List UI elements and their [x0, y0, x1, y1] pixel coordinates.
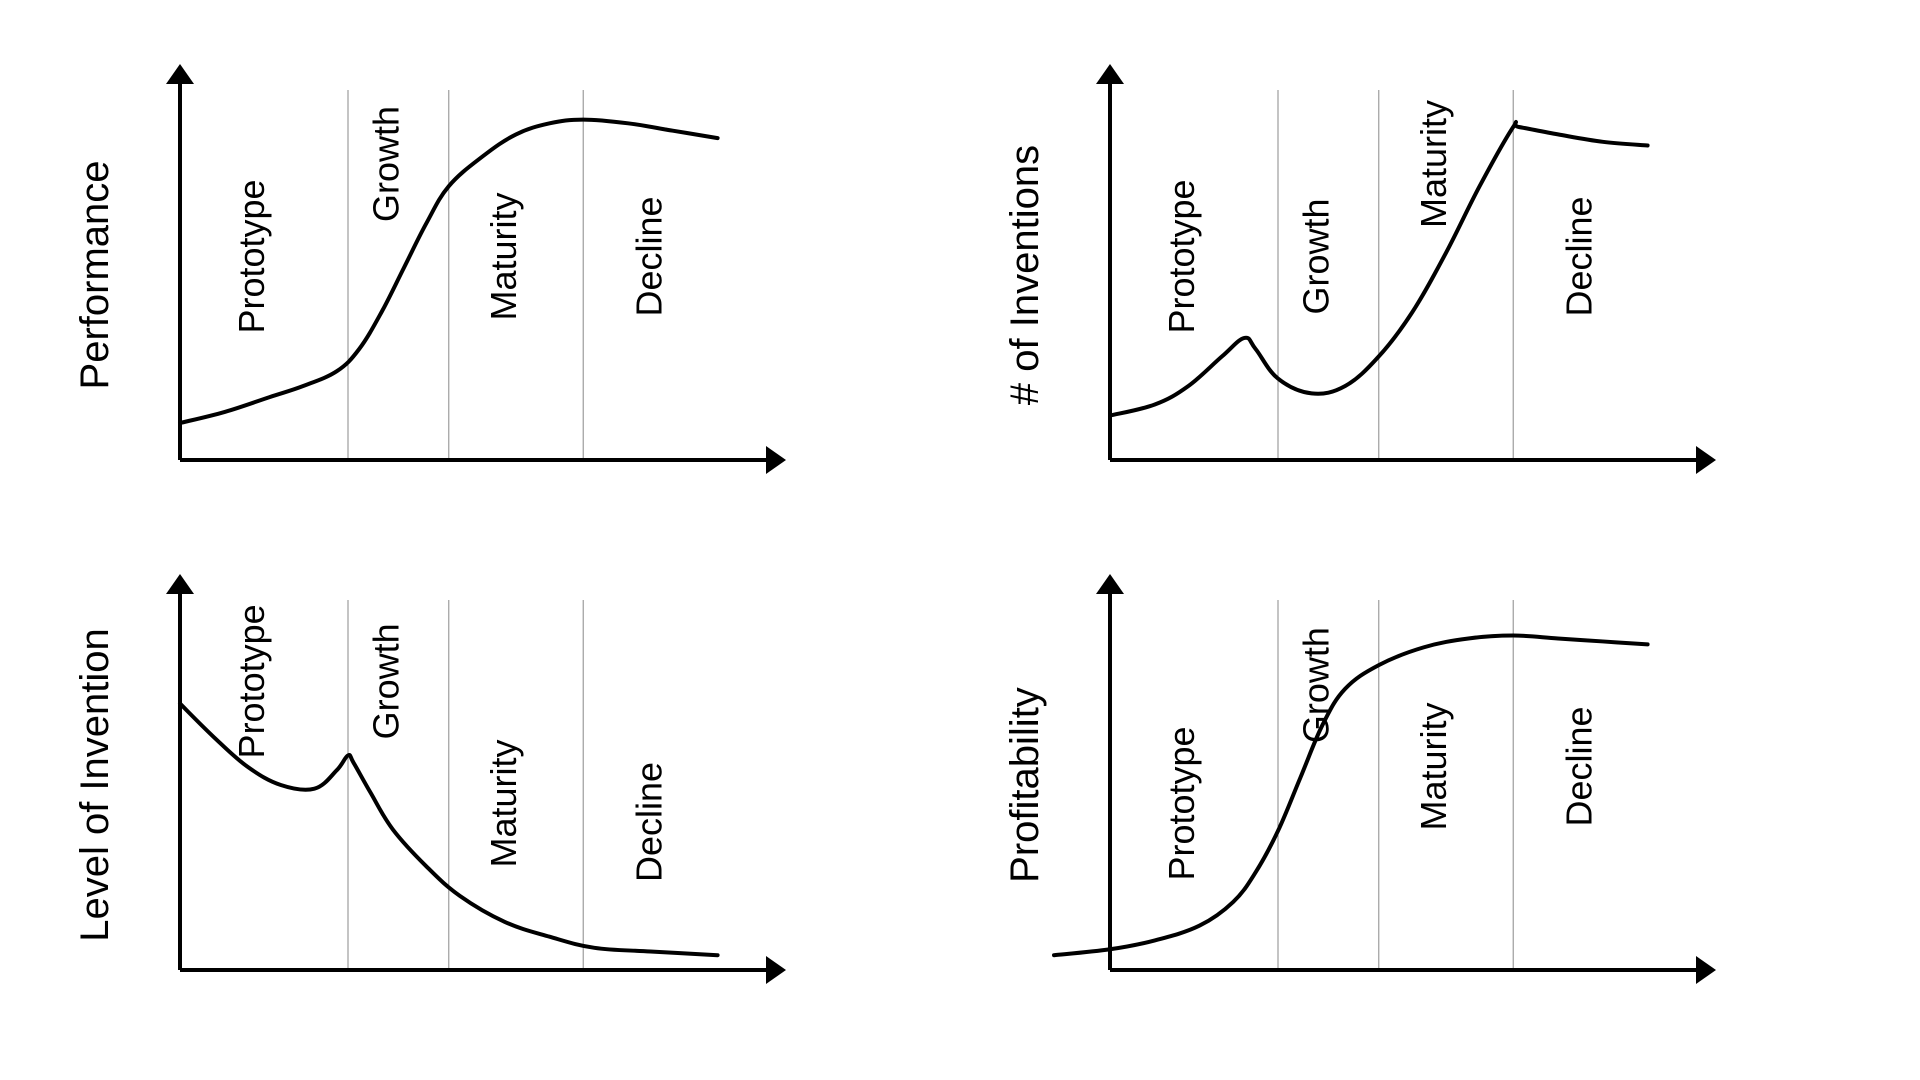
y-axis-arrow-icon [1096, 64, 1124, 84]
stage-label-maturity: Maturity [483, 192, 524, 320]
chart-performance: Performance Prototype Growth Maturity Declin… [73, 64, 786, 474]
stage-label-prototype: Prototype [231, 604, 272, 758]
y-axis-arrow-icon [166, 64, 194, 84]
stage-label-maturity: Maturity [1413, 100, 1454, 228]
stage-label-decline: Decline [629, 196, 670, 316]
lifecycle-charts: Performance Prototype Growth Maturity Declin… [0, 0, 1920, 1080]
x-axis-arrow-icon [1696, 956, 1716, 984]
stage-label-prototype: Prototype [1161, 179, 1202, 333]
x-axis-arrow-icon [1696, 446, 1716, 474]
stage-label-prototype: Prototype [1161, 726, 1202, 880]
stage-label-decline: Decline [1559, 706, 1600, 826]
stage-label-growth: Growth [365, 106, 406, 222]
stage-label-maturity: Maturity [483, 739, 524, 867]
stage-label-maturity: Maturity [1413, 702, 1454, 830]
stage-label-decline: Decline [629, 762, 670, 882]
stage-label-decline: Decline [1559, 196, 1600, 316]
x-axis-arrow-icon [766, 956, 786, 984]
y-axis-arrow-icon [166, 574, 194, 594]
chart-inventions: # of Inventions Prototype Growth Maturity De… [1003, 64, 1716, 474]
stage-label-growth: Growth [1295, 627, 1336, 743]
stage-label-growth: Growth [365, 623, 406, 739]
y-axis-label: Profitability [1003, 687, 1047, 883]
chart-profitability: Profitability Prototype Growth Maturity Decl… [1003, 574, 1716, 984]
y-axis-label: Level of Invention [73, 628, 117, 942]
y-axis-label: Performance [73, 161, 117, 390]
stage-label-growth: Growth [1295, 198, 1336, 314]
x-axis-arrow-icon [766, 446, 786, 474]
chart-level: Level of Invention Prototype Growth Maturit… [73, 574, 786, 984]
stage-label-prototype: Prototype [231, 179, 272, 333]
y-axis-arrow-icon [1096, 574, 1124, 594]
y-axis-label: # of Inventions [1003, 145, 1047, 405]
